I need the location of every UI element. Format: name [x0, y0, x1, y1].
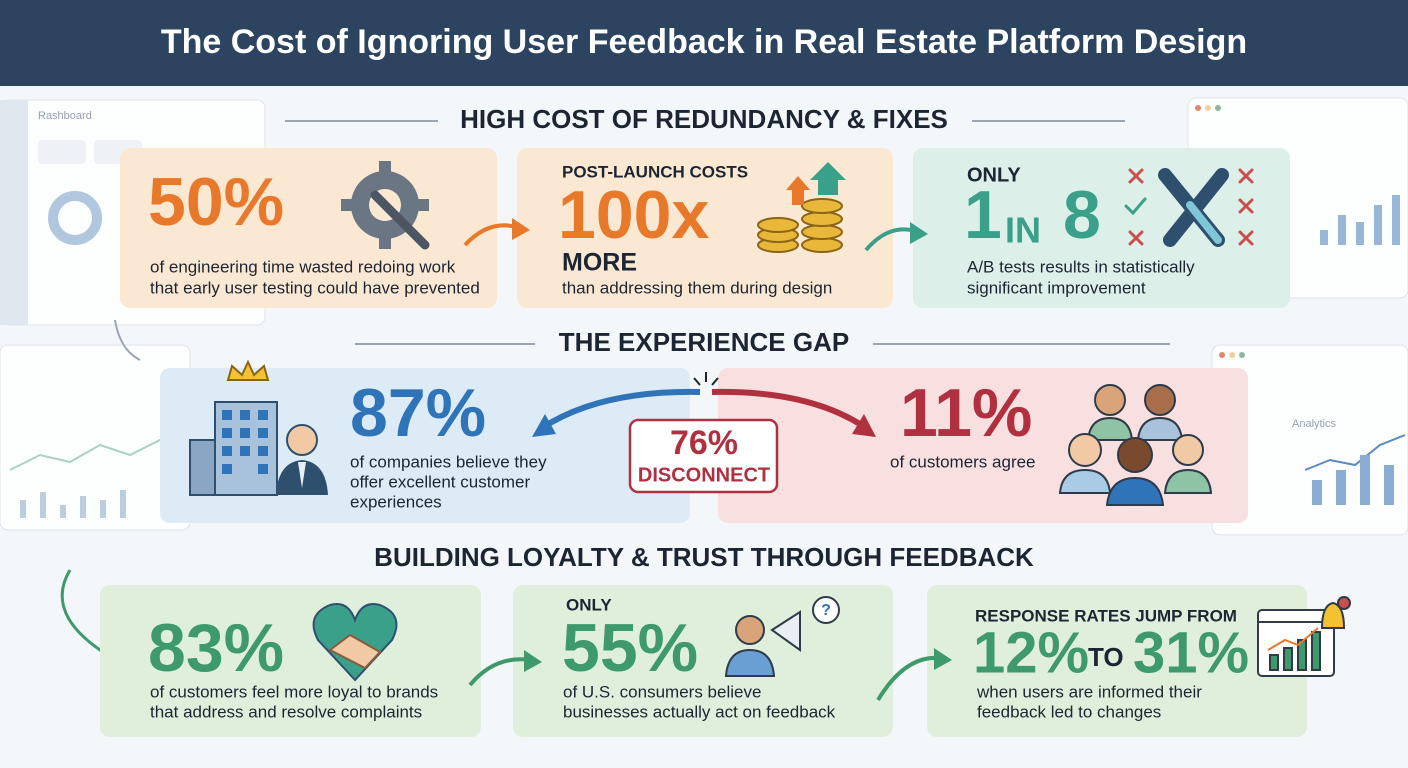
stat-connector: TO — [1088, 642, 1124, 672]
stat-description: of customers agree — [890, 452, 1036, 471]
section-heading: HIGH COST OF REDUNDANCY & FIXES — [460, 104, 948, 134]
stat-card — [913, 148, 1290, 308]
gap-stat: 76% — [670, 424, 738, 462]
test-tubes-icon — [1124, 168, 1254, 247]
stat: 55% — [562, 610, 698, 686]
stat-description: of engineering time wasted redoing work — [150, 257, 456, 276]
megaphone-person-icon: ? — [724, 596, 840, 677]
stat: 8 — [1063, 177, 1101, 253]
stat-description: than addressing them during design — [562, 278, 832, 297]
stat-description: when users are informed their — [976, 682, 1202, 701]
page-title: The Cost of Ignoring User Feedback in Re… — [161, 23, 1247, 61]
chart-bell-icon — [1257, 596, 1351, 677]
header-bar — [0, 0, 1408, 86]
stat: IN — [1005, 210, 1041, 251]
stat-description: feedback led to changes — [977, 702, 1161, 721]
stat-card — [927, 585, 1307, 737]
building-icon — [189, 359, 328, 496]
stat-description: significant improvement — [967, 278, 1146, 297]
section-heading: THE EXPERIENCE GAP — [559, 327, 849, 357]
stat: 100x — [558, 177, 709, 253]
gap-box — [628, 418, 779, 494]
stat-kicker: ONLY — [566, 595, 612, 614]
stat-kicker: RESPONSE RATES JUMP FROM — [975, 606, 1237, 625]
stat-kicker: POST-LAUNCH COSTS — [562, 162, 748, 181]
dashboard-label: Analytics — [1292, 418, 1337, 430]
stat-description: businesses actually act on feedback — [563, 702, 836, 721]
stat: 12% — [973, 620, 1089, 685]
people-icon — [1058, 384, 1213, 506]
svg-text:?: ? — [821, 602, 831, 619]
stat: 87% — [350, 375, 486, 451]
stat-description: that address and resolve complaints — [150, 702, 422, 721]
dashboard-label: Rashboard — [38, 110, 92, 122]
stat: 31% — [1133, 620, 1249, 685]
stat-suffix: MORE — [562, 249, 637, 277]
stat: 1 — [964, 177, 1002, 253]
stat-description: of customers feel more loyal to brands — [150, 682, 438, 701]
stat: 11% — [900, 375, 1032, 451]
stat-description: offer excellent customer — [350, 472, 530, 491]
stat-description: A/B tests results in statistically — [967, 257, 1195, 276]
stat: 83% — [148, 610, 284, 686]
stat-description: of companies believe they — [350, 452, 547, 471]
section-heading: BUILDING LOYALTY & TRUST THROUGH FEEDBAC… — [374, 542, 1034, 572]
coins-icon — [757, 162, 846, 253]
heart-handshake-icon — [312, 603, 398, 682]
gap-label: DISCONNECT — [638, 464, 770, 486]
gear-wrench-icon — [341, 161, 430, 250]
stat-description: that early user testing could have preve… — [150, 278, 480, 297]
stat-description: experiences — [350, 492, 442, 511]
stat-description: of U.S. consumers believe — [563, 682, 761, 701]
stat-kicker: ONLY — [967, 164, 1021, 186]
stat: 50% — [148, 164, 284, 240]
